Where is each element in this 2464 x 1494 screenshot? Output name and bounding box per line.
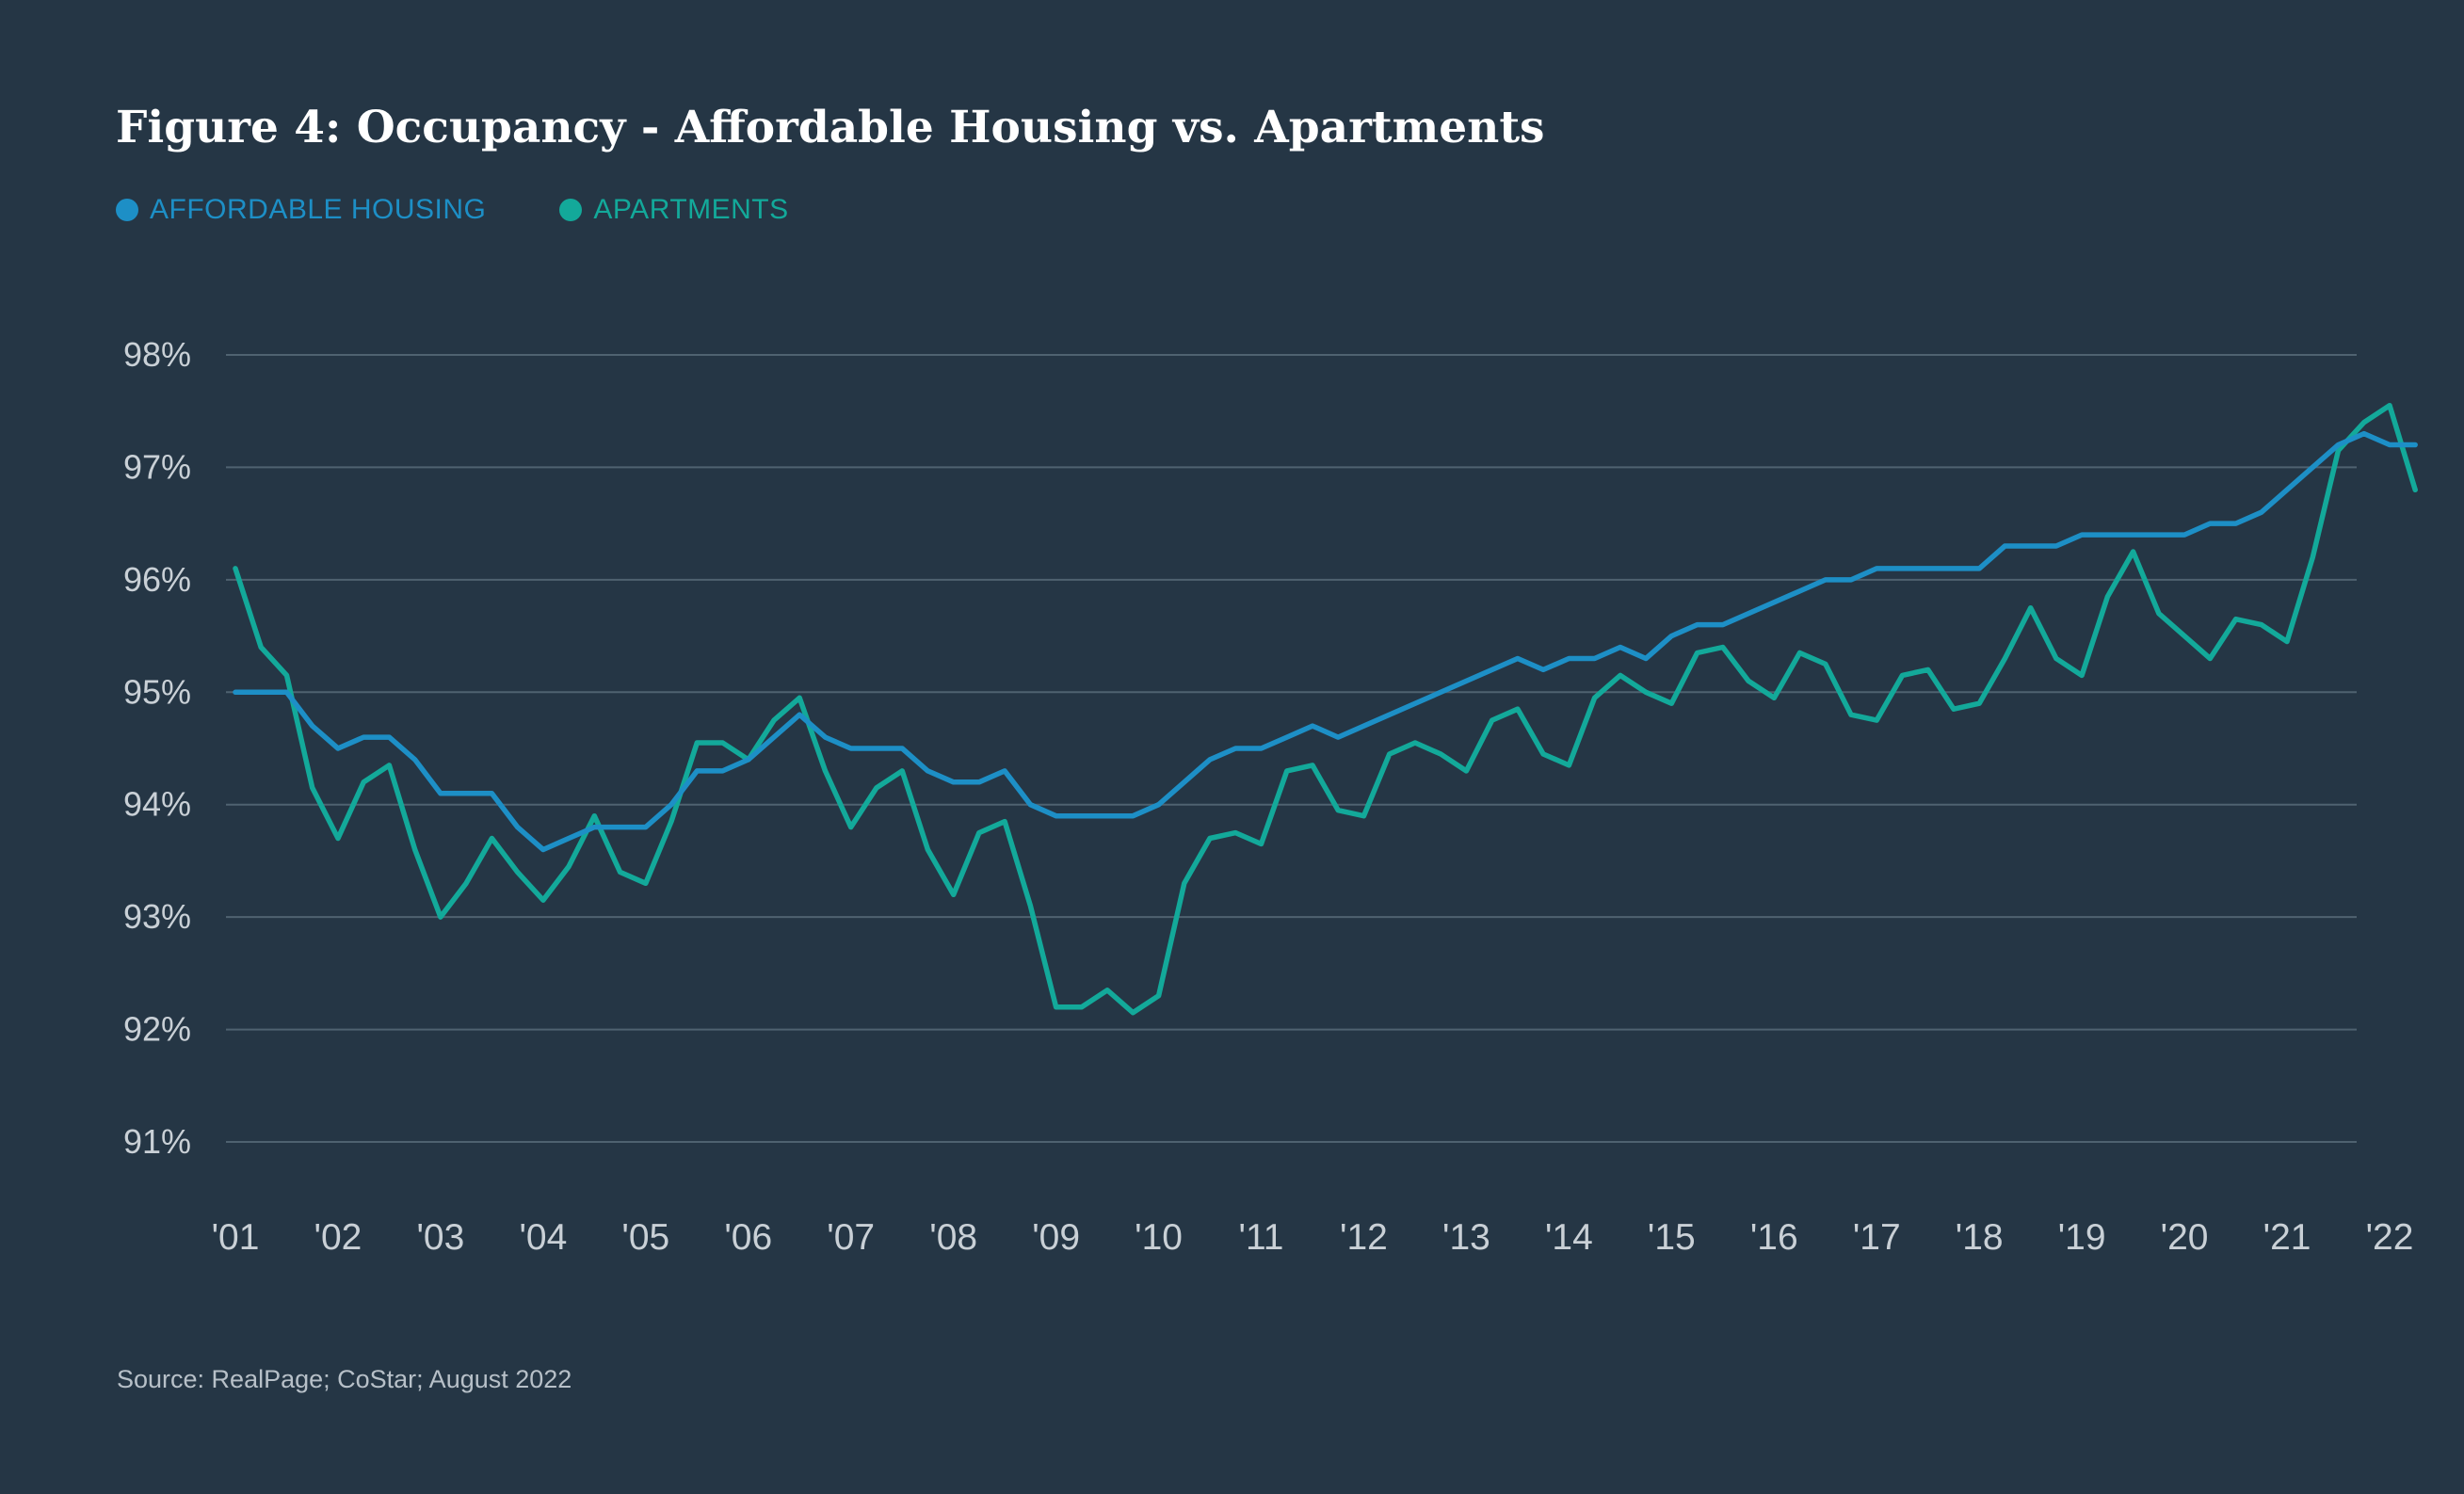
series-line-affordable-housing: [233, 430, 2418, 853]
x-tick-label: '06: [724, 1217, 772, 1258]
grid-lines: [226, 354, 2357, 1143]
y-axis-tick-labels: 98% 97% 96% 95% 94% 93% 92% 91%: [123, 335, 191, 1161]
y-tick-label: 93%: [123, 897, 191, 936]
x-tick-label: '21: [2263, 1217, 2311, 1258]
chart-title: Figure 4: Occupancy - Affordable Housing…: [116, 102, 1545, 153]
x-tick-label: '07: [827, 1217, 875, 1258]
y-tick-label: 94%: [123, 785, 191, 824]
x-tick-label: '09: [1032, 1217, 1080, 1258]
legend-item-affordable-housing: AFFORDABLE HOUSING: [116, 194, 486, 226]
legend: AFFORDABLE HOUSING APARTMENTS: [116, 194, 789, 226]
x-tick-label: '12: [1340, 1217, 1388, 1258]
x-tick-label: '16: [1750, 1217, 1798, 1258]
y-tick-label: 92%: [123, 1010, 191, 1049]
x-tick-label: '02: [314, 1217, 362, 1258]
y-tick-label: 97%: [123, 447, 191, 486]
legend-label-apartments: APARTMENTS: [593, 194, 789, 225]
x-tick-label: '15: [1648, 1217, 1696, 1258]
series-line-apartments: [233, 402, 2418, 1016]
x-tick-label: '17: [1853, 1217, 1901, 1258]
x-tick-label: '01: [212, 1217, 260, 1258]
x-tick-label: '13: [1442, 1217, 1490, 1258]
y-tick-label: 96%: [123, 560, 191, 599]
y-tick-label: 91%: [123, 1122, 191, 1161]
y-tick-label: 95%: [123, 672, 191, 711]
x-tick-label: '19: [2058, 1217, 2106, 1258]
legend-item-apartments: APARTMENTS: [559, 194, 788, 226]
x-tick-label: '18: [1956, 1217, 2004, 1258]
x-axis-tick-labels: '01 '02 '03 '04 '05 '06 '07 '08 '09 '10 '11 '12 '13 '…: [212, 1217, 2414, 1258]
x-tick-label: '11: [1239, 1217, 1284, 1258]
x-tick-label: '08: [929, 1217, 977, 1258]
legend-marker-affordable-housing: [116, 199, 138, 221]
x-tick-label: '20: [2161, 1217, 2209, 1258]
x-tick-label: '22: [2366, 1217, 2414, 1258]
legend-label-affordable-housing: AFFORDABLE HOUSING: [150, 194, 487, 225]
x-tick-label: '10: [1135, 1217, 1183, 1258]
x-tick-label: '04: [519, 1217, 567, 1258]
source-note: Source: RealPage; CoStar; August 2022: [117, 1365, 572, 1393]
legend-marker-apartments: [559, 199, 583, 221]
series-lines: [233, 402, 2418, 1016]
x-tick-label: '14: [1545, 1217, 1593, 1258]
y-tick-label: 98%: [123, 335, 191, 374]
x-tick-label: '05: [621, 1217, 669, 1258]
x-tick-label: '03: [416, 1217, 464, 1258]
